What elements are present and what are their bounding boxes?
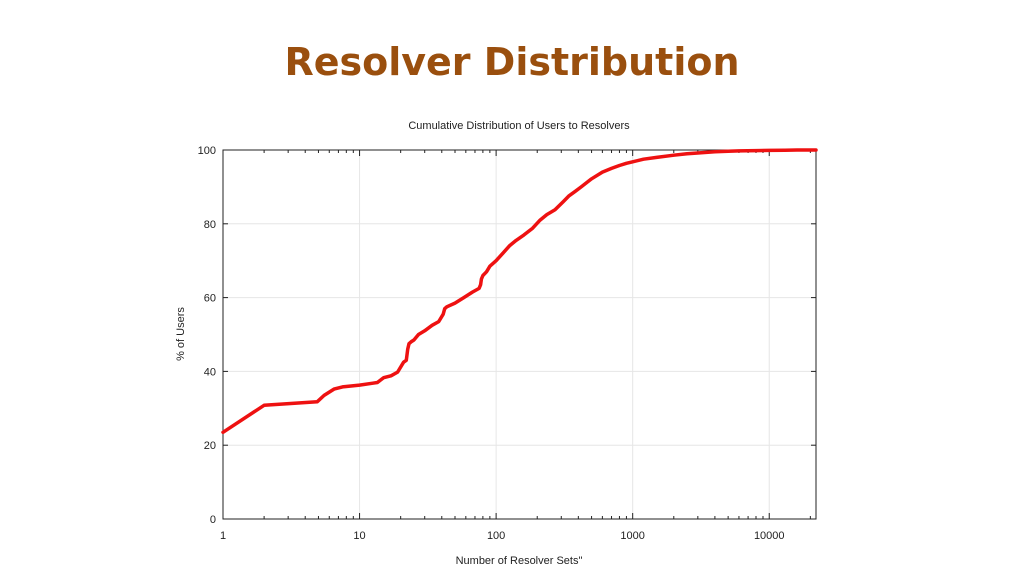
cdf-series-line (221, 148, 818, 435)
y-tick-label: 100 (198, 145, 216, 157)
axis-ticks (222, 149, 816, 520)
y-tick-label: 60 (204, 293, 216, 305)
series-layer (221, 148, 818, 435)
y-tick-label: 80 (204, 219, 216, 231)
x-tick-label: 10000 (754, 530, 785, 542)
grid-lines (223, 150, 816, 519)
x-axis-label: Number of Resolver Sets" (456, 555, 583, 567)
x-tick-labels: 1 10 100 1000 10000 (220, 530, 785, 542)
slide-title: Resolver Distribution (284, 40, 740, 84)
y-tick-labels: 0 20 40 60 80 100 (198, 145, 216, 526)
x-tick-label: 1 (220, 530, 226, 542)
y-tick-label: 40 (204, 366, 216, 378)
x-tick-label: 1000 (620, 530, 644, 542)
y-axis-label: % of Users (175, 307, 187, 361)
y-tick-label: 20 (204, 440, 216, 452)
chart-title: Cumulative Distribution of Users to Reso… (408, 120, 630, 132)
x-tick-label: 100 (487, 530, 505, 542)
y-tick-label: 0 (210, 514, 216, 526)
plot-frame (222, 149, 817, 520)
x-tick-label: 10 (353, 530, 365, 542)
